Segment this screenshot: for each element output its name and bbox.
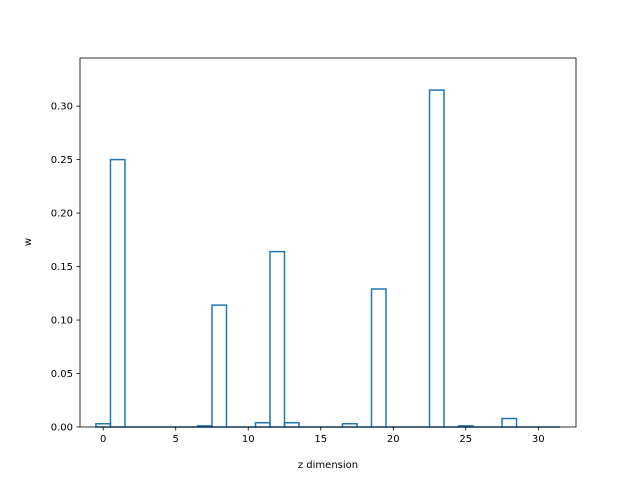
axes-layer <box>79 57 577 428</box>
y-axis-label: w <box>23 238 34 246</box>
x-axis-label: z dimension <box>298 460 358 471</box>
x-tick-label: 0 <box>100 434 106 445</box>
y-tick-label: 0.20 <box>51 209 73 220</box>
y-tick-label: 0.25 <box>51 155 73 166</box>
x-tick-label: 30 <box>532 434 545 445</box>
x-tick-label: 10 <box>242 434 255 445</box>
x-tick-label: 20 <box>387 434 400 445</box>
plot-frame <box>79 57 577 428</box>
y-tick-label: 0.10 <box>51 316 73 327</box>
x-tick-label: 5 <box>173 434 179 445</box>
x-tick-label: 15 <box>314 434 327 445</box>
y-tick-label: 0.15 <box>51 262 73 273</box>
y-tick-label: 0.30 <box>51 102 73 113</box>
y-tick-label: 0.05 <box>51 369 73 380</box>
y-tick-label: 0.00 <box>51 423 73 434</box>
ticks-layer: 0 5 10 15 20 25 30 0.00 0.05 0.10 0.15 0.20 0.25 0.30 <box>51 102 545 445</box>
x-tick-label: 25 <box>459 434 472 445</box>
